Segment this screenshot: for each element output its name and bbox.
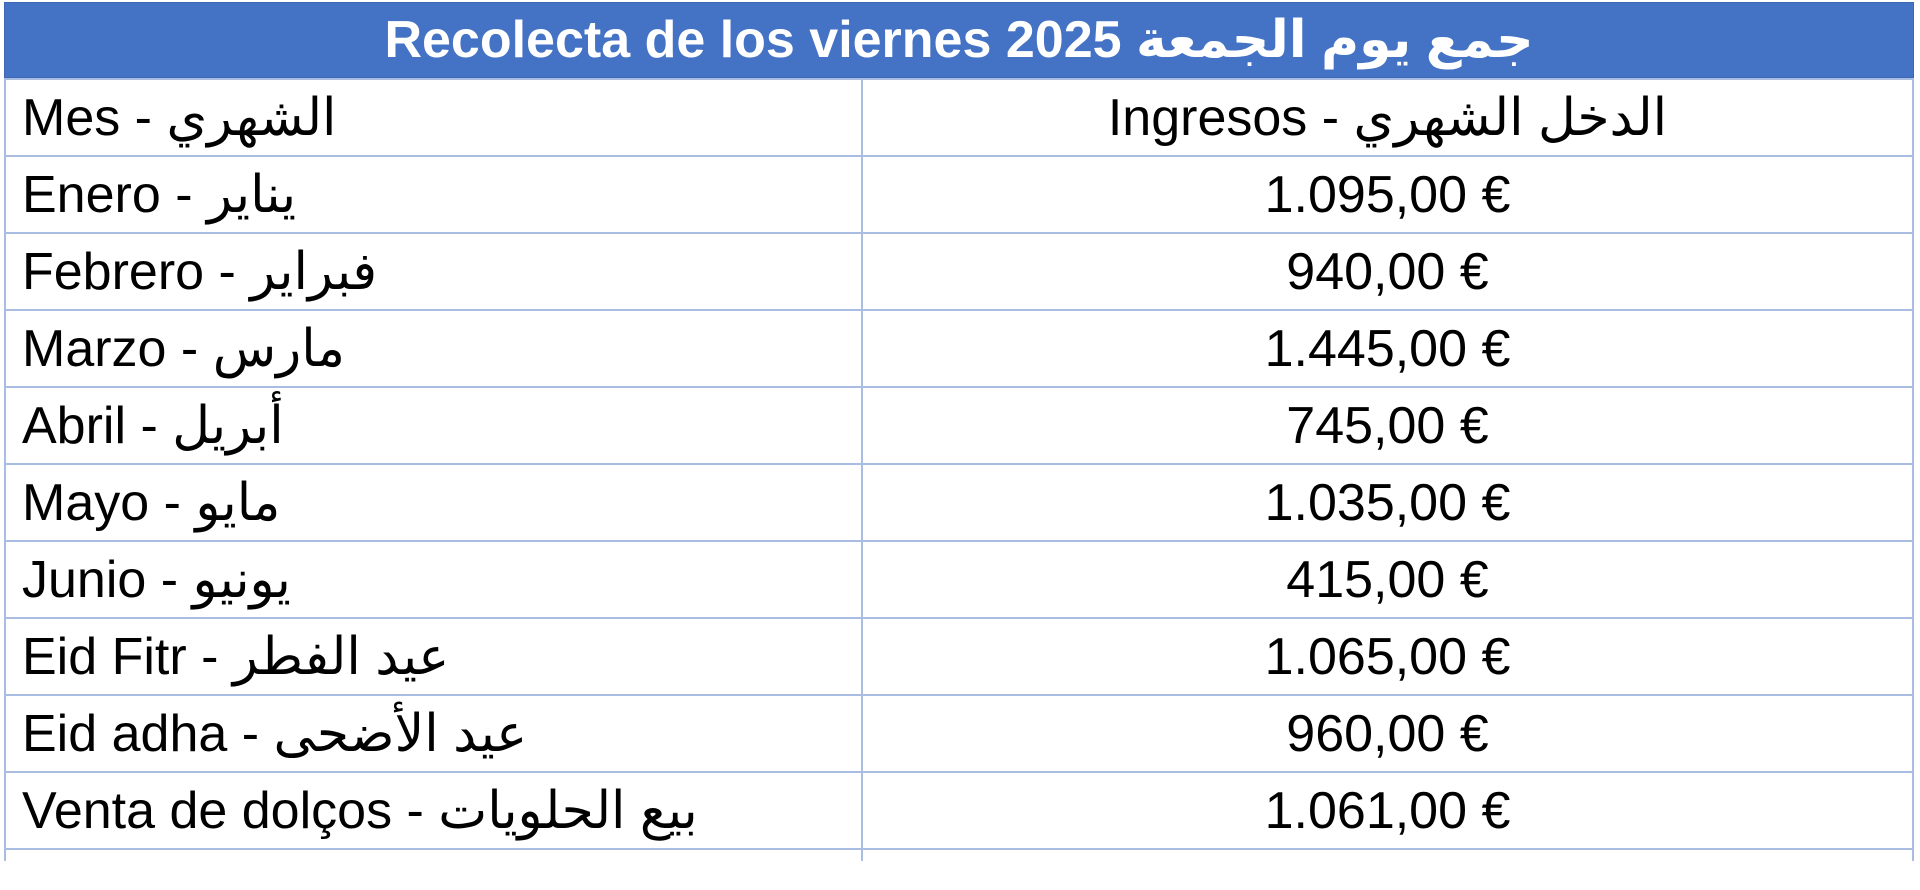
table-row: Mayo - مايو 1.035,00 € <box>4 463 1914 542</box>
amount-cell[interactable]: 1.035,00 € <box>861 463 1914 542</box>
month-cell[interactable]: Mayo - مايو <box>4 463 863 542</box>
table-row: Febrero - فبراير 940,00 € <box>4 232 1914 311</box>
table-row: Enero - يناير 1.095,00 € <box>4 155 1914 234</box>
header-row: Mes - الشهري Ingresos - الدخل الشهري <box>4 78 1914 157</box>
table-row: Junio - يونيو 415,00 € <box>4 540 1914 619</box>
spreadsheet: Recolecta de los viernes 2025 جمع يوم ال… <box>4 2 1914 861</box>
collection-table: Mes - الشهري Ingresos - الدخل الشهري Ene… <box>4 78 1914 861</box>
table-title[interactable]: Recolecta de los viernes 2025 جمع يوم ال… <box>4 2 1914 78</box>
amount-cell[interactable]: 960,00 € <box>861 694 1914 773</box>
month-cell[interactable]: Eid Fitr - عيد الفطر <box>4 617 863 696</box>
table-row: Venta de dolços - بيع الحلويات 1.061,00 … <box>4 771 1914 850</box>
column-header-income[interactable]: Ingresos - الدخل الشهري <box>861 78 1914 157</box>
table-row-partial <box>4 848 1914 861</box>
amount-cell[interactable]: 1.095,00 € <box>861 155 1914 234</box>
table-row: Eid Fitr - عيد الفطر 1.065,00 € <box>4 617 1914 696</box>
month-cell[interactable]: Enero - يناير <box>4 155 863 234</box>
amount-cell[interactable]: 1.445,00 € <box>861 309 1914 388</box>
amount-cell[interactable]: 1.061,00 € <box>861 771 1914 850</box>
month-cell[interactable]: Febrero - فبراير <box>4 232 863 311</box>
month-cell[interactable]: Marzo - مارس <box>4 309 863 388</box>
month-cell[interactable]: Eid adha - عيد الأضحى <box>4 694 863 773</box>
amount-cell[interactable]: 745,00 € <box>861 386 1914 465</box>
table-row: Abril - أبريل 745,00 € <box>4 386 1914 465</box>
amount-cell[interactable]: 415,00 € <box>861 540 1914 619</box>
table-row: Eid adha - عيد الأضحى 960,00 € <box>4 694 1914 773</box>
month-cell-empty[interactable] <box>4 848 863 861</box>
column-header-month[interactable]: Mes - الشهري <box>4 78 863 157</box>
amount-cell[interactable]: 1.065,00 € <box>861 617 1914 696</box>
month-cell[interactable]: Abril - أبريل <box>4 386 863 465</box>
month-cell[interactable]: Venta de dolços - بيع الحلويات <box>4 771 863 850</box>
amount-cell-empty[interactable] <box>861 848 1914 861</box>
table-row: Marzo - مارس 1.445,00 € <box>4 309 1914 388</box>
amount-cell[interactable]: 940,00 € <box>861 232 1914 311</box>
month-cell[interactable]: Junio - يونيو <box>4 540 863 619</box>
